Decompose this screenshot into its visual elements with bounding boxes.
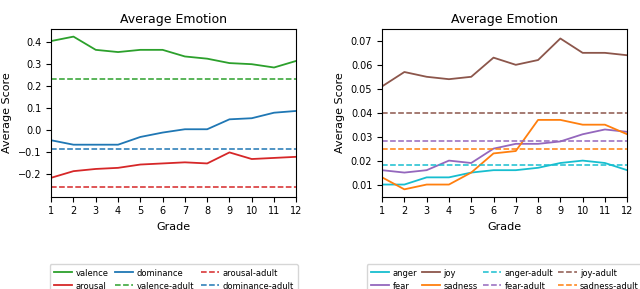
Legend: anger, fear, joy, sadness, anger-adult, fear-adult, joy-adult, sadness-adult: anger, fear, joy, sadness, anger-adult, … [367, 264, 640, 289]
Legend: valence, arousal, dominance, valence-adult, arousal-adult, dominance-adult: valence, arousal, dominance, valence-adu… [49, 264, 298, 289]
Y-axis label: Average Score: Average Score [335, 72, 346, 153]
X-axis label: Grade: Grade [157, 222, 191, 232]
X-axis label: Grade: Grade [488, 222, 522, 232]
Title: Average Emotion: Average Emotion [120, 13, 227, 26]
Title: Average Emotion: Average Emotion [451, 13, 558, 26]
Y-axis label: Average Score: Average Score [3, 72, 12, 153]
